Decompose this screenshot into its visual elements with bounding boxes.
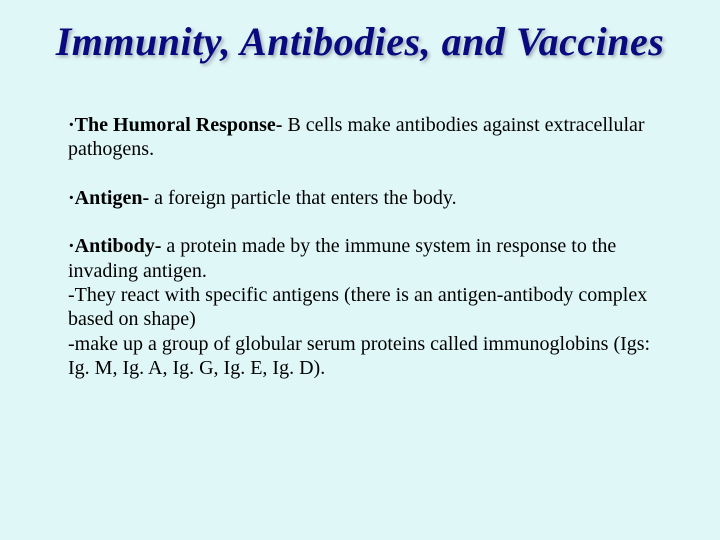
entry-humoral: ·The Humoral Response- B cells make anti… bbox=[68, 113, 652, 162]
slide-title: Immunity, Antibodies, and Vaccines bbox=[0, 0, 720, 65]
slide-content: ·The Humoral Response- B cells make anti… bbox=[0, 65, 720, 381]
entry-antigen: ·Antigen- a foreign particle that enters… bbox=[68, 186, 652, 210]
sub-antibody-1: -They react with specific antigens (ther… bbox=[68, 284, 647, 330]
slide-container: Immunity, Antibodies, and Vaccines ·The … bbox=[0, 0, 720, 540]
bullet-icon: · bbox=[68, 235, 75, 257]
bullet-icon: · bbox=[68, 114, 75, 136]
def-antigen: a foreign particle that enters the body. bbox=[149, 187, 456, 209]
sub-antibody-2: -make up a group of globular serum prote… bbox=[68, 333, 650, 379]
term-antibody: Antibody- bbox=[75, 235, 162, 257]
bullet-icon: · bbox=[68, 187, 75, 209]
entry-antibody: ·Antibody- a protein made by the immune … bbox=[68, 234, 652, 380]
term-humoral: The Humoral Response- bbox=[75, 114, 283, 136]
term-antigen: Antigen- bbox=[75, 187, 149, 209]
